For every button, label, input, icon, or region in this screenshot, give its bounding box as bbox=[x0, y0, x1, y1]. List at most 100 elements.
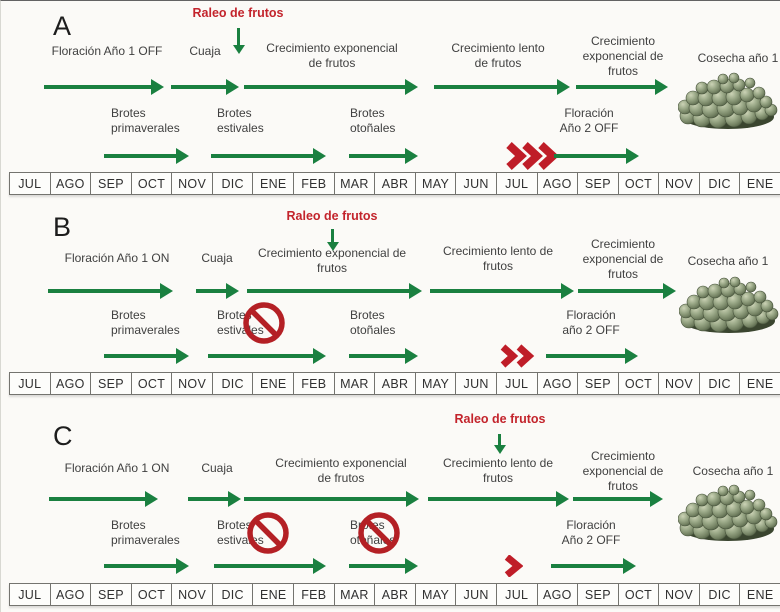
main-arrow bbox=[428, 491, 569, 507]
month-cell: ENE bbox=[746, 176, 774, 191]
raleo-down-arrow bbox=[232, 28, 245, 54]
floracion2-label: Floración Año 2 OFF bbox=[531, 518, 651, 548]
month-cell: AGO bbox=[538, 584, 579, 605]
shoot-arrow bbox=[554, 148, 639, 164]
panel-label: C bbox=[53, 421, 73, 451]
main-arrow bbox=[49, 491, 158, 507]
text-line: otoñales bbox=[350, 323, 396, 337]
month-cell: SEP bbox=[578, 373, 619, 394]
month-bar: JUL AGO SEP OCT NOV DIC ENE FEB MAR ABR MAY JUN JUL A… bbox=[9, 583, 780, 606]
phase-growth-exp2: Crecimiento exponencial de frutos bbox=[563, 449, 683, 494]
text-line: Año 2 OFF bbox=[559, 121, 619, 135]
month-bar: JUL AGO SEP OCT NOV DIC ENE FEB MAR ABR MAY JUN JUL A… bbox=[9, 372, 780, 395]
month-cell: JUN bbox=[456, 584, 497, 605]
text-line: Crecimiento lento bbox=[451, 41, 545, 55]
panel-label: A bbox=[53, 11, 72, 41]
main-arrow bbox=[244, 491, 419, 507]
month-bar: JUL AGO SEP OCT NOV DIC ENE FEB MAR ABR MAY JUN JUL A… bbox=[9, 172, 780, 195]
text-line: exponencial de bbox=[582, 252, 664, 266]
main-arrow bbox=[244, 79, 418, 95]
month-cell: FEB bbox=[294, 373, 335, 394]
text-line: Floración bbox=[564, 106, 614, 120]
phase-growth-slow: Crecimiento lento de frutos bbox=[418, 41, 578, 71]
month-cell: DIC bbox=[213, 584, 254, 605]
shoots-autumn-label: Brotes otoñales bbox=[350, 106, 395, 136]
month-cell: JUN bbox=[456, 173, 497, 194]
month-cell: JUL bbox=[10, 584, 51, 605]
month-cell: JUL bbox=[10, 173, 51, 194]
harvest-label: Cosecha año 1 bbox=[692, 464, 774, 478]
main-arrow bbox=[196, 283, 239, 299]
shoot-arrow bbox=[104, 348, 189, 364]
no-symbol-icon bbox=[241, 300, 287, 346]
single-chevron-icon bbox=[504, 555, 523, 577]
raleo-label: Raleo de frutos bbox=[454, 412, 546, 426]
month-cell: OCT bbox=[619, 584, 660, 605]
main-arrow bbox=[573, 491, 663, 507]
shoot-arrow bbox=[211, 148, 326, 164]
main-arrow bbox=[434, 79, 570, 95]
month-cell: DIC bbox=[700, 584, 741, 605]
month-cell: AGO bbox=[51, 584, 92, 605]
phase-floracion1: Floración Año 1 ON bbox=[64, 251, 170, 265]
text-line: Floración bbox=[566, 308, 616, 322]
text-line: año 2 OFF bbox=[562, 323, 620, 337]
phase-growth-exp2: Crecimiento exponencial de frutos bbox=[563, 34, 683, 79]
shoot-arrow bbox=[104, 148, 189, 164]
text-line: Brotes bbox=[111, 518, 146, 532]
month-cell: JUL bbox=[497, 584, 538, 605]
month-cell: MAR bbox=[335, 584, 376, 605]
month-cell: JUL bbox=[10, 373, 51, 394]
phase-cuaja: Cuaja bbox=[201, 251, 233, 265]
fruit-cluster-image bbox=[678, 484, 778, 542]
month-cell: OCT bbox=[619, 173, 660, 194]
harvest-label: Cosecha año 1 bbox=[697, 51, 779, 65]
text-line: de frutos bbox=[474, 56, 522, 70]
month-cell: SEP bbox=[578, 173, 619, 194]
phase-cuaja: Cuaja bbox=[201, 461, 233, 475]
text-line: exponencial de bbox=[582, 49, 664, 63]
text-line: Brotes bbox=[217, 106, 252, 120]
month-cell: NOV bbox=[659, 173, 700, 194]
text-line: primaverales bbox=[111, 121, 180, 135]
text-line: Brotes bbox=[217, 308, 252, 322]
month-cell: AGO bbox=[538, 173, 579, 194]
raleo-label: Raleo de frutos bbox=[192, 6, 284, 20]
month-cell: FEB bbox=[294, 173, 335, 194]
phase-growth-slow: Crecimiento lento de frutos bbox=[418, 244, 578, 274]
text-line: Floración bbox=[566, 518, 616, 532]
text-line: Brotes bbox=[111, 106, 146, 120]
phase-growth-slow: Crecimiento lento de frutos bbox=[418, 456, 578, 486]
phase-growth-exp2: Crecimiento exponencial de frutos bbox=[563, 237, 683, 282]
text-line: Crecimiento lento de bbox=[442, 456, 554, 470]
text-line: Brotes bbox=[217, 518, 252, 532]
text-line: exponencial de bbox=[582, 464, 664, 478]
raleo-down-arrow bbox=[326, 229, 339, 251]
phase-growth-exp: Crecimiento exponencial de frutos bbox=[247, 246, 417, 276]
phase-growth-exp: Crecimiento exponencial de frutos bbox=[261, 456, 421, 486]
text-line: Brotes bbox=[111, 308, 146, 322]
text-line: primaverales bbox=[111, 533, 180, 547]
shoot-arrow bbox=[546, 348, 638, 364]
double-chevron-icon bbox=[500, 344, 535, 368]
month-cell: OCT bbox=[619, 373, 660, 394]
month-cell: MAY bbox=[416, 373, 457, 394]
shoot-arrow bbox=[551, 558, 636, 574]
text-line: Crecimiento bbox=[590, 34, 656, 48]
harvest-label: Cosecha año 1 bbox=[687, 254, 769, 268]
text-line: frutos bbox=[607, 64, 638, 78]
raleo-label: Raleo de frutos bbox=[286, 209, 378, 223]
month-cell: MAR bbox=[335, 173, 376, 194]
text-line: estivales bbox=[217, 121, 264, 135]
month-cell: ENE bbox=[253, 373, 295, 394]
text-line: primaverales bbox=[111, 323, 180, 337]
main-arrow bbox=[578, 283, 676, 299]
shoots-spring-label: Brotes primaverales bbox=[111, 308, 180, 338]
text-line: frutos bbox=[607, 267, 638, 281]
phase-floracion1: Floración Año 1 ON bbox=[64, 461, 170, 475]
month-cell: NOV bbox=[659, 584, 700, 605]
month-cell: DIC bbox=[700, 373, 741, 394]
month-cell: ENE bbox=[746, 587, 774, 602]
main-arrow bbox=[48, 283, 173, 299]
